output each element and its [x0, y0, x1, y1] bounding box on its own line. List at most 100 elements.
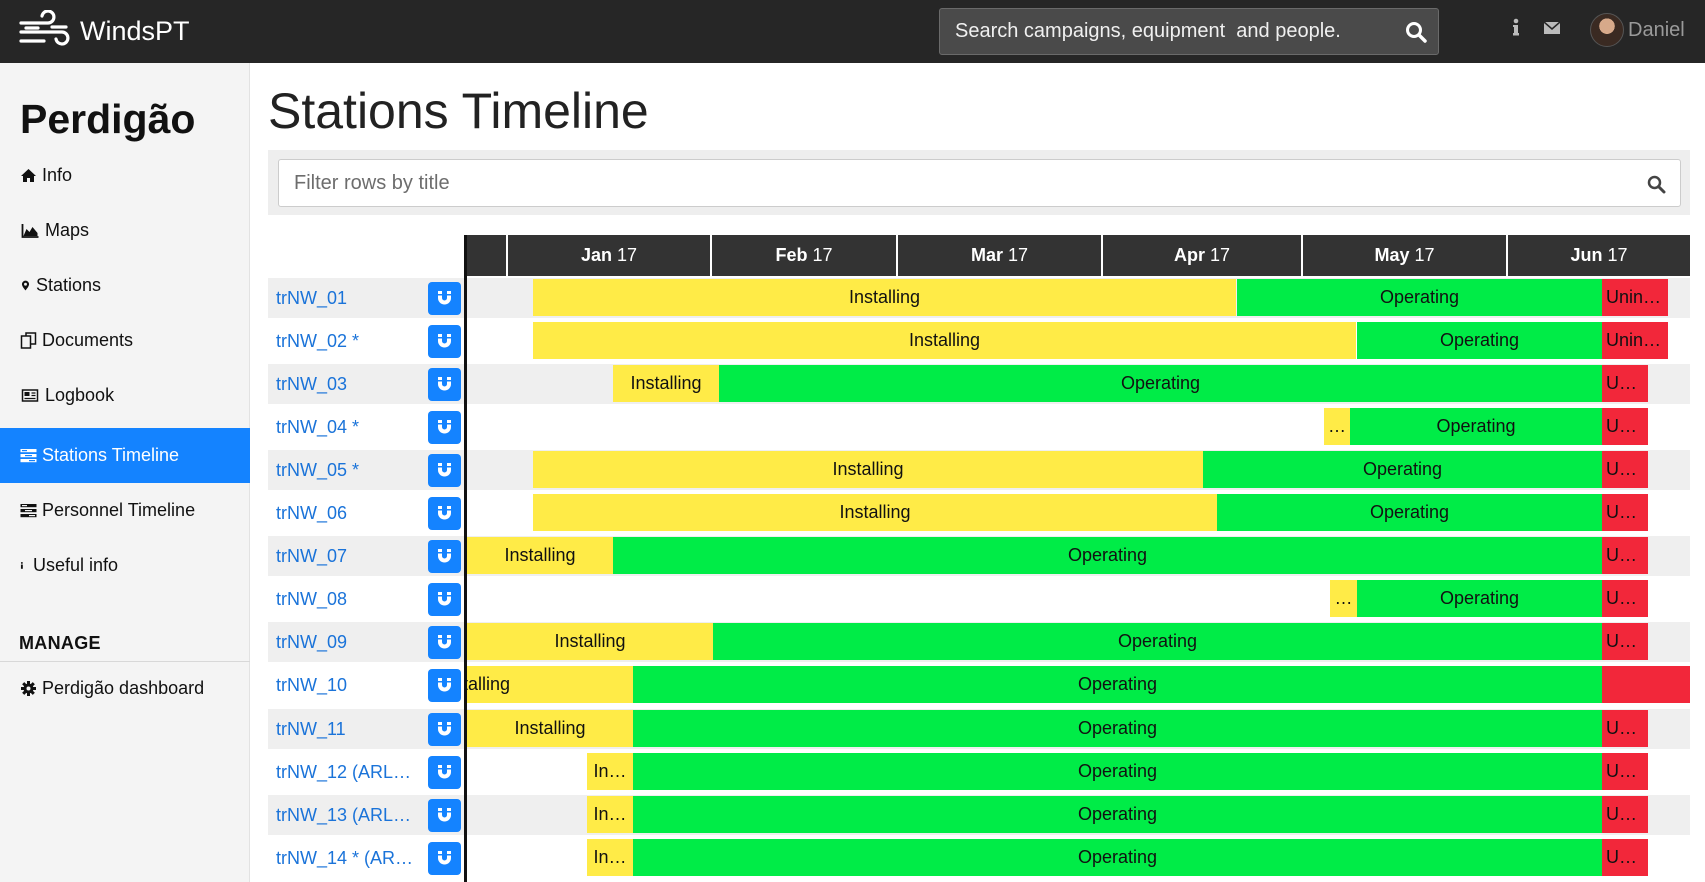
magnet-button[interactable]	[428, 411, 461, 444]
timeline-bar-operating[interactable]: Operating	[633, 753, 1602, 790]
timeline-bar-operating[interactable]: Operating	[719, 365, 1602, 402]
magnet-button[interactable]	[428, 368, 461, 401]
row-track: In… Operating U…	[464, 795, 1690, 835]
timeline-bar-operating[interactable]: Operating	[1350, 408, 1602, 445]
magnet-button[interactable]	[428, 583, 461, 616]
timeline-bar-uninstalling[interactable]: U…	[1602, 580, 1648, 617]
search-icon[interactable]	[1404, 20, 1428, 44]
sidebar-item-personnel-timeline[interactable]: Personnel Timeline	[0, 483, 250, 538]
timeline-bar-uninstalling[interactable]: U…	[1602, 451, 1648, 488]
timeline-bar-uninstalling[interactable]: U…	[1602, 753, 1648, 790]
sidebar-item-documents[interactable]: Documents	[0, 313, 250, 368]
sidebar-item-info[interactable]: Info	[0, 148, 250, 203]
station-link[interactable]: trNW_10	[276, 675, 348, 695]
magnet-button[interactable]	[428, 540, 461, 573]
magnet-button[interactable]	[428, 454, 461, 487]
magnet-button[interactable]	[428, 842, 461, 875]
timeline-bar-installing[interactable]: Installing	[533, 494, 1217, 531]
timeline-bar-operating[interactable]: Operating	[633, 839, 1602, 876]
timeline-bar-installing[interactable]: In…	[587, 796, 633, 833]
bar-label: U…	[1606, 718, 1637, 738]
magnet-button[interactable]	[428, 756, 461, 789]
timeline-bar-uninstalling[interactable]: U…	[1602, 365, 1648, 402]
timeline-bar-operating[interactable]: Operating	[633, 666, 1602, 703]
timeline-bar-installing[interactable]: Installing	[467, 623, 713, 660]
timeline-bar-installing[interactable]: Installing	[533, 279, 1236, 316]
station-link[interactable]: trNW_11	[276, 719, 346, 739]
timeline-bar-installing[interactable]: In…	[587, 753, 633, 790]
timeline-bar-uninstalling[interactable]: U…	[1602, 494, 1648, 531]
timeline-bar-installing[interactable]: Installing	[467, 710, 633, 747]
timeline-bar-operating[interactable]: Operating	[1203, 451, 1602, 488]
station-link[interactable]: trNW_03	[276, 374, 348, 394]
station-link[interactable]: trNW_09	[276, 632, 348, 652]
timeline-bar-operating[interactable]: Operating	[633, 710, 1602, 747]
table-row: trNW_03 Installing Operating U…	[268, 364, 1690, 407]
timeline-bar-uninstalling[interactable]: U…	[1602, 623, 1648, 660]
timeline-bar-installing[interactable]: In…	[587, 839, 633, 876]
timeline-bar-installing[interactable]: …	[1330, 580, 1357, 617]
timeline-bar-uninstalling[interactable]	[1602, 666, 1690, 703]
magnet-button[interactable]	[428, 626, 461, 659]
sidebar-item-stations-timeline[interactable]: Stations Timeline	[0, 428, 250, 483]
timeline-bar-installing[interactable]: Installing	[467, 666, 633, 703]
magnet-button[interactable]	[428, 497, 461, 530]
sidebar-item-logbook[interactable]: Logbook	[0, 368, 250, 423]
magnet-button[interactable]	[428, 799, 461, 832]
station-link[interactable]: trNW_05 *	[276, 460, 360, 480]
sidebar-item-useful-info[interactable]: Useful info	[0, 538, 250, 593]
timeline-bar-installing[interactable]: Installing	[533, 451, 1203, 488]
info-icon[interactable]	[1512, 17, 1520, 39]
timeline-bar-uninstalling[interactable]: U…	[1602, 408, 1648, 445]
timeline-header: Jan 17 Feb 17 Mar 17 Apr 17 May 17 Jun 17	[464, 235, 1690, 276]
magnet-button[interactable]	[428, 325, 461, 358]
table-row: trNW_12 (ARL… In… Operating U…	[268, 752, 1690, 795]
search-icon[interactable]	[1646, 174, 1666, 194]
timeline-bar-installing[interactable]: Installing	[533, 322, 1356, 359]
timeline-bar-uninstalling[interactable]: U…	[1602, 796, 1648, 833]
envelope-icon[interactable]	[1543, 17, 1561, 39]
magnet-button[interactable]	[428, 713, 461, 746]
brand[interactable]: WindsPT	[18, 10, 190, 52]
timeline-bar-operating[interactable]: Operating	[1357, 322, 1602, 359]
bar-label: Installing	[839, 502, 911, 522]
timeline-bar-uninstalling[interactable]: U…	[1602, 710, 1648, 747]
global-search-input[interactable]	[940, 9, 1438, 54]
station-link[interactable]: trNW_02 *	[276, 331, 360, 351]
station-link[interactable]: trNW_12 (ARL…	[276, 762, 412, 782]
timeline-bar-uninstalling[interactable]: U…	[1602, 839, 1648, 876]
newspaper-icon	[21, 389, 39, 402]
bar-label: In…	[593, 847, 627, 867]
sidebar-item-maps[interactable]: Maps	[0, 203, 250, 258]
bar-label: In…	[593, 804, 627, 824]
user-menu[interactable]: Daniel	[1590, 13, 1685, 47]
table-row: trNW_10 Installing Operating	[268, 665, 1690, 708]
timeline-bar-operating[interactable]: Operating	[633, 796, 1602, 833]
timeline-bar-uninstalling[interactable]: U…	[1602, 537, 1648, 574]
magnet-icon	[438, 334, 451, 348]
timeline-bar-uninstalling[interactable]: Unin…	[1602, 279, 1668, 316]
station-link[interactable]: trNW_08	[276, 589, 348, 609]
timeline-bar-operating[interactable]: Operating	[1237, 279, 1602, 316]
filter-rows-input[interactable]	[279, 160, 1680, 206]
timeline-bar-operating[interactable]: Operating	[713, 623, 1602, 660]
station-link[interactable]: trNW_13 (ARL…	[276, 805, 412, 825]
magnet-button[interactable]	[428, 669, 461, 702]
timeline-bar-operating[interactable]: Operating	[1357, 580, 1602, 617]
timeline-bar-operating[interactable]: Operating	[1217, 494, 1602, 531]
sidebar-item-stations[interactable]: Stations	[0, 258, 250, 313]
magnet-button[interactable]	[428, 282, 461, 315]
bar-label: Installing	[504, 545, 576, 565]
station-link[interactable]: trNW_01	[276, 288, 348, 308]
timeline-bar-installing[interactable]: Installing	[613, 365, 719, 402]
timeline-bar-uninstalling[interactable]: Unin…	[1602, 322, 1668, 359]
timeline-bar-installing[interactable]: Installing	[467, 537, 613, 574]
timeline-bar-installing[interactable]: …	[1324, 408, 1350, 445]
station-link[interactable]: trNW_04 *	[276, 417, 360, 437]
timeline-bar-operating[interactable]: Operating	[613, 537, 1602, 574]
station-link[interactable]: trNW_14 * (AR…	[276, 848, 414, 868]
station-link[interactable]: trNW_06	[276, 503, 348, 523]
bar-label: In…	[593, 761, 627, 781]
station-link[interactable]: trNW_07	[276, 546, 348, 566]
sidebar-item-dashboard[interactable]: Perdigão dashboard	[0, 663, 250, 713]
